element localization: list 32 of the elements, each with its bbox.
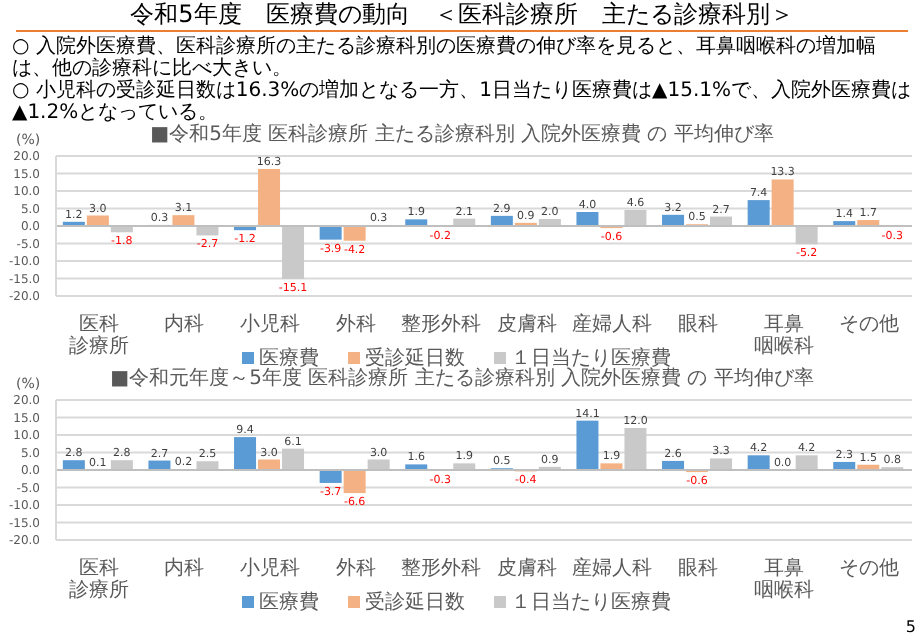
x-tick-label: 産婦人科 — [572, 556, 653, 580]
x-tick-label: 眼科 — [678, 556, 718, 580]
chart-title: ■令和元年度～5年度 医科診療所 主たる診療科別 入院外医療費 の 平均伸び率 — [110, 368, 814, 390]
legend-label: 医療費 — [257, 589, 319, 616]
x-tick-label: 整形外科 — [401, 556, 482, 580]
legend-label: １日当たり医療費 — [511, 345, 671, 370]
x-tick-label: 外科 — [335, 556, 376, 580]
x-tick-label: 小児科 — [240, 556, 300, 580]
x-tick-label: 眼科 — [678, 312, 718, 336]
legend-label: 受診延日数 — [365, 345, 465, 370]
x-tick-label: 皮膚科 — [496, 312, 557, 336]
legend-label: 受診延日数 — [363, 589, 465, 616]
text: 5 — [905, 618, 916, 636]
legend-label: 医療費 — [259, 345, 319, 370]
text: ○ 小児科の受診延日数は16.3%の増加となる一方、1日当たり医療費は▲15.1%で、入院外医療費は▲1.2%となっている。 — [10, 80, 913, 124]
x-tick-label: 耳鼻咽喉科 — [753, 312, 814, 358]
x-tick-label: 小児科 — [240, 312, 300, 336]
x-tick-label: 整形外科 — [401, 312, 482, 336]
text: 令和5年度 医療費の動向 ＜医科診療所 主たる診療科別＞ — [16, 0, 908, 32]
x-tick-label: 皮膚科 — [496, 556, 557, 580]
x-tick-label: 内科 — [164, 556, 205, 580]
x-tick-label: 耳鼻咽喉科 — [753, 556, 814, 602]
x-tick-label: 医科診療所 — [68, 556, 129, 602]
legend-label: １日当たり医療費 — [509, 589, 671, 616]
x-tick-label: 医科診療所 — [68, 312, 129, 358]
text: ○ 入院外医療費、医科診療所の主たる診療科別の医療費の伸び率を見ると、耳鼻咽喉科の増加幅は、他の診療科に比べ大きい。 — [10, 36, 876, 80]
x-tick-label: 外科 — [335, 312, 376, 336]
x-tick-label: 産婦人科 — [572, 312, 653, 336]
x-tick-label: その他 — [839, 312, 900, 336]
chart-title: ■令和5年度 医科診療所 主たる診療科別 入院外医療費 の 平均伸び率 — [150, 124, 774, 146]
x-tick-label: その他 — [839, 556, 900, 580]
x-tick-label: 内科 — [164, 312, 205, 336]
